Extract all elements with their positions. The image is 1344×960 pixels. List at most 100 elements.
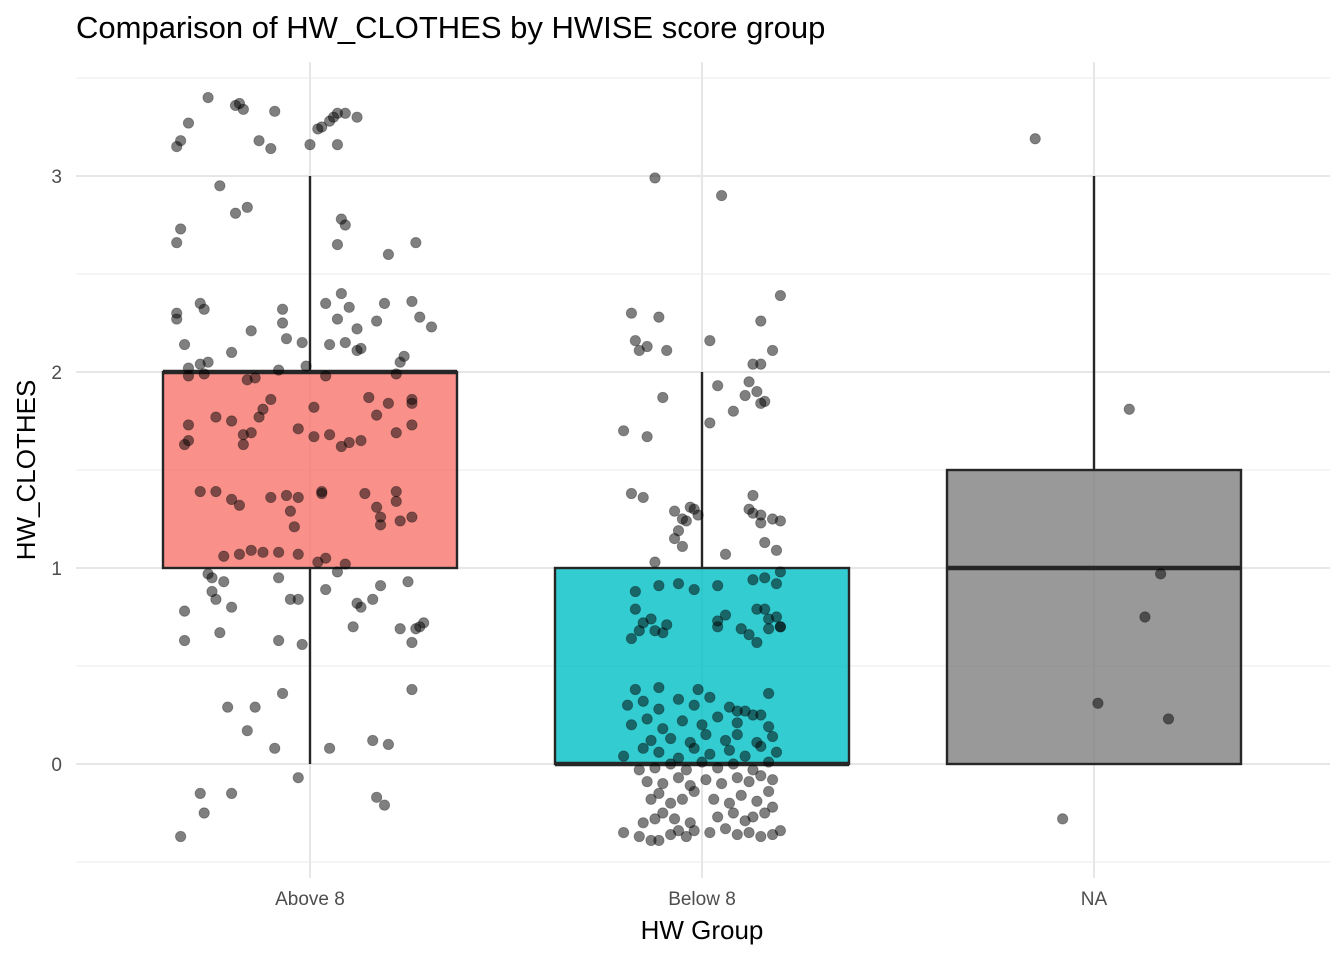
data-point bbox=[198, 807, 210, 819]
data-point bbox=[653, 834, 665, 847]
data-point bbox=[265, 491, 277, 504]
data-point bbox=[774, 825, 787, 837]
data-point bbox=[680, 764, 692, 776]
data-point bbox=[774, 515, 787, 527]
data-point bbox=[641, 776, 653, 788]
data-point bbox=[320, 552, 332, 564]
data-point bbox=[747, 489, 759, 502]
data-point bbox=[727, 405, 739, 417]
data-point bbox=[249, 701, 261, 713]
data-point bbox=[210, 485, 222, 498]
data-point bbox=[672, 772, 685, 784]
data-point bbox=[410, 237, 422, 249]
data-point bbox=[704, 335, 716, 347]
data-point bbox=[661, 344, 673, 357]
data-point bbox=[621, 699, 634, 711]
data-point bbox=[641, 713, 653, 725]
data-point bbox=[637, 695, 649, 707]
data-point bbox=[367, 734, 379, 747]
data-point bbox=[680, 830, 692, 843]
data-point bbox=[735, 623, 747, 635]
data-point bbox=[374, 580, 387, 592]
data-point bbox=[398, 350, 410, 362]
data-point bbox=[363, 391, 375, 404]
data-point bbox=[382, 397, 394, 409]
data-point bbox=[371, 501, 383, 513]
data-point bbox=[672, 525, 685, 537]
data-point bbox=[641, 431, 653, 443]
data-point bbox=[339, 107, 351, 119]
data-point bbox=[672, 825, 685, 837]
data-point bbox=[731, 828, 743, 841]
data-point bbox=[759, 807, 771, 819]
data-point bbox=[206, 585, 218, 598]
data-point bbox=[406, 393, 418, 406]
data-point bbox=[351, 597, 363, 609]
data-point bbox=[704, 417, 716, 429]
data-point bbox=[276, 687, 289, 700]
data-point bbox=[739, 389, 751, 402]
data-point bbox=[766, 801, 779, 813]
data-point bbox=[692, 509, 704, 521]
data-point bbox=[751, 385, 763, 398]
data-point bbox=[645, 613, 657, 625]
data-point bbox=[218, 576, 230, 588]
data-point bbox=[629, 335, 641, 347]
data-point bbox=[696, 719, 708, 731]
data-point bbox=[425, 321, 438, 333]
data-point bbox=[759, 572, 771, 584]
data-point bbox=[763, 756, 775, 768]
data-point bbox=[774, 621, 787, 633]
data-point bbox=[414, 311, 426, 323]
data-point bbox=[633, 830, 645, 843]
data-point bbox=[300, 360, 312, 372]
y-axis-title: HW_CLOTHES bbox=[11, 380, 41, 561]
data-point bbox=[406, 511, 418, 523]
data-point bbox=[226, 787, 238, 800]
data-point bbox=[625, 719, 638, 731]
data-point bbox=[629, 603, 641, 615]
data-point bbox=[688, 699, 700, 711]
data-point bbox=[641, 340, 653, 353]
data-point bbox=[712, 811, 724, 823]
data-point bbox=[676, 715, 689, 727]
data-point bbox=[382, 248, 394, 260]
data-point bbox=[665, 758, 677, 770]
data-point bbox=[233, 548, 246, 560]
data-point bbox=[394, 515, 406, 527]
data-point bbox=[339, 336, 351, 349]
data-point bbox=[284, 505, 296, 517]
data-point bbox=[249, 372, 261, 384]
data-point bbox=[770, 611, 783, 623]
data-point bbox=[653, 703, 665, 715]
data-point bbox=[653, 681, 665, 694]
data-point bbox=[712, 580, 724, 592]
data-point bbox=[763, 721, 775, 733]
data-point bbox=[245, 325, 257, 337]
data-point bbox=[171, 313, 183, 325]
data-point bbox=[625, 632, 638, 645]
data-point bbox=[625, 487, 638, 500]
y-tick-labels: 0 1 2 3 bbox=[51, 167, 62, 776]
data-point bbox=[751, 795, 763, 807]
data-point bbox=[712, 380, 724, 392]
data-point bbox=[712, 711, 724, 723]
data-point bbox=[653, 787, 665, 800]
data-point bbox=[292, 772, 304, 784]
data-point bbox=[700, 774, 712, 786]
data-point bbox=[672, 752, 685, 764]
data-point bbox=[390, 495, 402, 507]
data-point bbox=[676, 793, 689, 805]
data-point bbox=[743, 776, 755, 788]
data-point bbox=[1092, 697, 1104, 709]
data-point bbox=[265, 393, 277, 406]
data-point bbox=[331, 239, 344, 251]
data-point bbox=[766, 344, 779, 357]
data-point bbox=[182, 117, 195, 129]
chart-title: Comparison of HW_CLOTHES by HWISE score … bbox=[76, 10, 825, 45]
data-point bbox=[308, 401, 320, 413]
data-point bbox=[743, 376, 755, 388]
data-point bbox=[692, 683, 704, 696]
data-point bbox=[755, 830, 767, 843]
data-point bbox=[175, 223, 187, 235]
